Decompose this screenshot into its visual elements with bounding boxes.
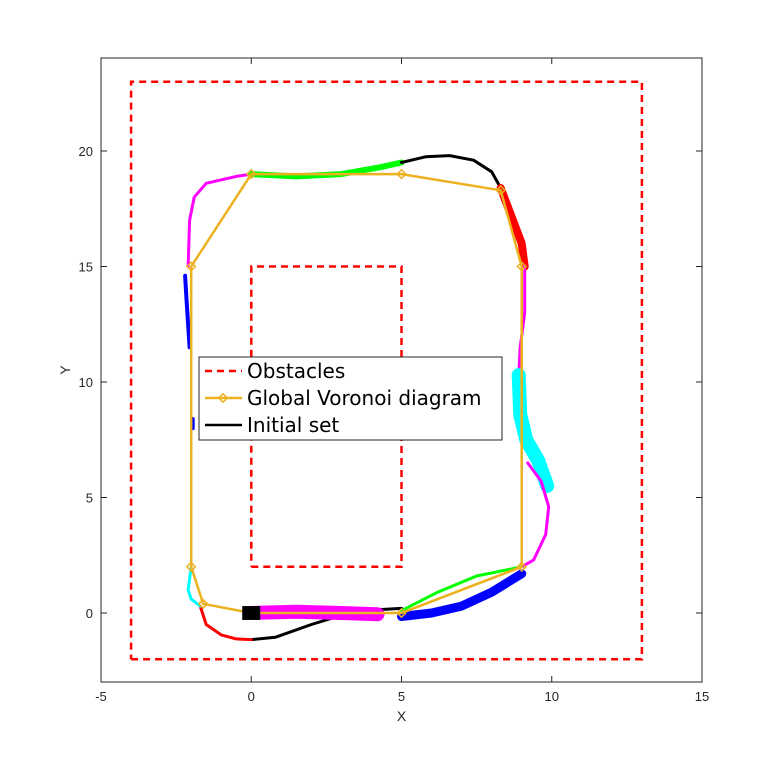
x-tick-label: 5: [398, 689, 405, 704]
x-tick-label: 10: [545, 689, 559, 704]
voronoi-vertex: [396, 168, 407, 180]
y-tick-label: 0: [86, 606, 93, 621]
trajectory-segment: [186, 565, 202, 608]
voronoi-vertex: [185, 561, 197, 573]
voronoi-vertex: [495, 184, 506, 196]
x-axis-label: X: [397, 708, 407, 724]
initial-set-box: [242, 606, 261, 620]
x-tick-label: -5: [95, 689, 107, 704]
legend-voronoi-label: Global Voronoi diagram: [247, 386, 482, 410]
trajectory-segment: [400, 154, 503, 190]
voronoi-layer: [185, 168, 528, 619]
y-axis-label: Y: [57, 365, 73, 375]
legend-initial-set-label: Initial set: [247, 413, 339, 437]
y-tick-label: 20: [79, 144, 93, 159]
legend-voronoi-marker: [217, 392, 229, 404]
obstacle-outer: [129, 80, 644, 661]
trajectory-segment: [198, 604, 253, 642]
trajectory-segment: [183, 273, 192, 350]
initial-set-layer: [242, 606, 261, 620]
x-tick-label: 15: [695, 689, 709, 704]
legend-box: [198, 356, 503, 441]
legend: Obstacles Global Voronoi diagram Initial…: [198, 356, 503, 441]
voronoi-edge: [401, 565, 523, 615]
ticks-layer: -5 0 5 10 15 0 5 10 15 20: [79, 58, 709, 704]
y-tick-label: 5: [86, 491, 93, 506]
trajectory-segment: [397, 569, 527, 621]
voronoi-vertex: [516, 561, 528, 573]
trajectory-segment: [511, 368, 555, 493]
trajectory-segment: [400, 565, 524, 613]
voronoi-vertex: [197, 598, 209, 610]
voronoi-vertex: [185, 261, 197, 272]
legend-obstacles-label: Obstacles: [247, 359, 345, 383]
y-tick-label: 15: [79, 260, 93, 275]
y-tick-label: 10: [79, 375, 93, 390]
trajectory-segment: [186, 172, 253, 268]
voronoi-vertex: [516, 261, 528, 272]
x-tick-label: 0: [248, 689, 255, 704]
trajectory-segment: [496, 184, 529, 271]
voronoi-vertex: [396, 607, 407, 619]
voronoi-vertex: [245, 168, 257, 180]
trajectory-segment: [520, 461, 551, 569]
